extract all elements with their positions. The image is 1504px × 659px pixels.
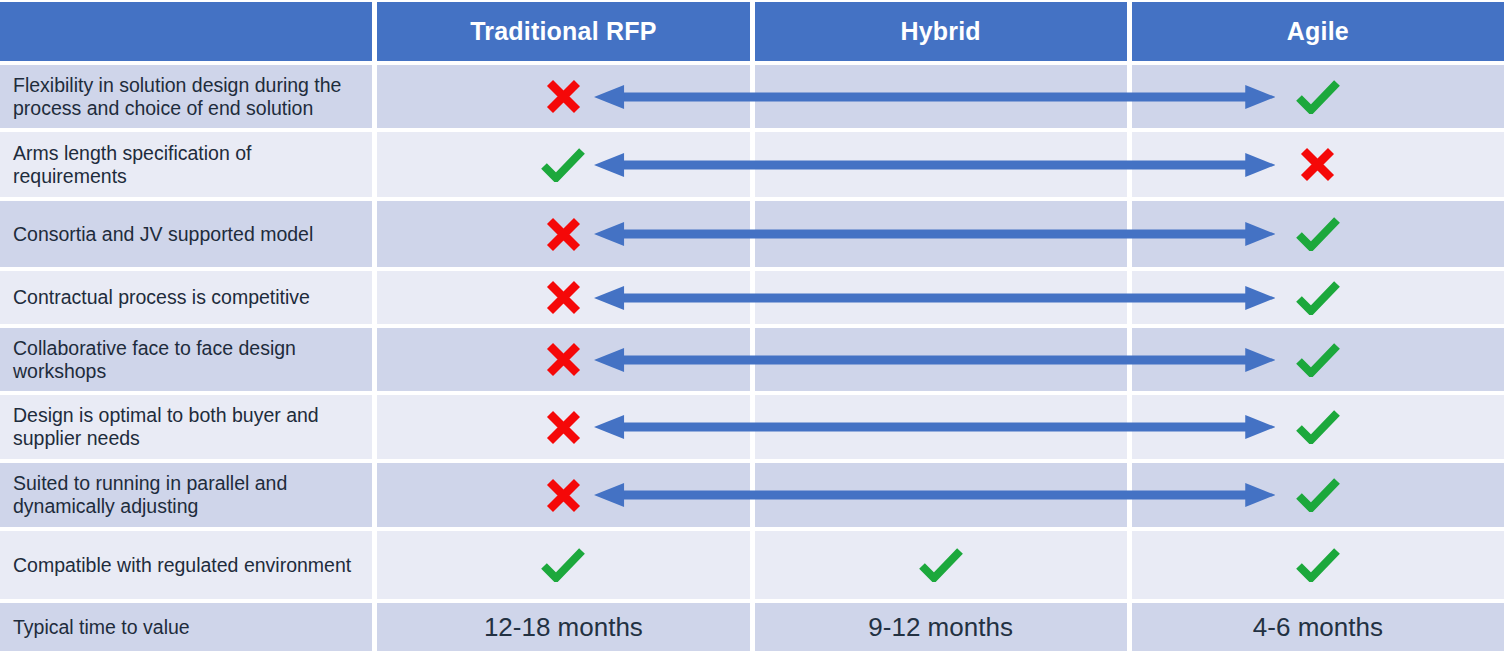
table-row: Typical time to value 12-18 months 9-12 mo… (0, 603, 1504, 651)
cross-icon (545, 217, 582, 252)
row-label-text: Typical time to value (13, 616, 190, 639)
row-label: Typical time to value (0, 603, 372, 651)
agile-cell (1132, 328, 1504, 391)
check-icon (540, 148, 586, 182)
traditional-cell (377, 132, 749, 197)
row-label: Consortia and JV supported model (0, 201, 372, 267)
cross-icon (545, 280, 582, 315)
check-icon (1295, 80, 1341, 114)
header-cell-empty (0, 2, 372, 61)
traditional-cell (377, 271, 749, 324)
agile-cell (1132, 463, 1504, 527)
agile-cell (1132, 395, 1504, 459)
row-label-text: Collaborative face to face design worksh… (13, 337, 354, 383)
agile-cell (1132, 271, 1504, 324)
hybrid-cell (755, 328, 1127, 391)
row-label: Compatible with regulated environment (0, 531, 372, 599)
cross-icon (545, 342, 582, 377)
check-icon (918, 548, 964, 582)
traditional-cell (377, 463, 749, 527)
traditional-cell (377, 395, 749, 459)
header-cell-traditional: Traditional RFP (377, 2, 749, 61)
header-cell-hybrid: Hybrid (755, 2, 1127, 61)
row-label: Contractual process is competitive (0, 271, 372, 324)
traditional-cell (377, 328, 749, 391)
hybrid-cell (755, 463, 1127, 527)
traditional-cell: 12-18 months (377, 603, 749, 651)
row-label-text: Compatible with regulated environment (13, 554, 351, 577)
cross-icon (1299, 147, 1336, 182)
hybrid-cell (755, 271, 1127, 324)
check-icon (1295, 548, 1341, 582)
table-header: Traditional RFP Hybrid Agile (0, 2, 1504, 61)
row-label-text: Suited to running in parallel and dynami… (13, 472, 354, 518)
traditional-cell (377, 201, 749, 267)
row-label: Design is optimal to both buyer and supp… (0, 395, 372, 459)
row-label-text: Arms length specification of requirement… (13, 142, 354, 188)
comparison-table: Traditional RFP Hybrid Agile Flexibility… (0, 0, 1504, 659)
table-row: Flexibility in solution design during th… (0, 65, 1504, 128)
hybrid-cell: 9-12 months (755, 603, 1127, 651)
agile-cell (1132, 531, 1504, 599)
row-label: Arms length specification of requirement… (0, 132, 372, 197)
hybrid-cell (755, 531, 1127, 599)
table-row: Arms length specification of requirement… (0, 132, 1504, 197)
check-icon (1295, 478, 1341, 512)
table-row: Suited to running in parallel and dynami… (0, 463, 1504, 527)
time-value: 4-6 months (1253, 612, 1383, 643)
table-row: Contractual process is competitive (0, 271, 1504, 324)
cross-icon (545, 478, 582, 513)
row-label-text: Contractual process is competitive (13, 286, 310, 309)
row-label: Suited to running in parallel and dynami… (0, 463, 372, 527)
cross-icon (545, 79, 582, 114)
check-icon (1295, 410, 1341, 444)
agile-cell (1132, 201, 1504, 267)
time-value: 9-12 months (868, 612, 1013, 643)
table-row: Collaborative face to face design worksh… (0, 328, 1504, 391)
hybrid-cell (755, 132, 1127, 197)
check-icon (1295, 343, 1341, 377)
hybrid-cell (755, 201, 1127, 267)
cross-icon (545, 410, 582, 445)
table-body: Flexibility in solution design during th… (0, 65, 1504, 651)
hybrid-cell (755, 395, 1127, 459)
row-label-text: Flexibility in solution design during th… (13, 74, 354, 120)
agile-cell: 4-6 months (1132, 603, 1504, 651)
table-row: Design is optimal to both buyer and supp… (0, 395, 1504, 459)
check-icon (1295, 217, 1341, 251)
traditional-cell (377, 531, 749, 599)
time-value: 12-18 months (484, 612, 643, 643)
hybrid-cell (755, 65, 1127, 128)
agile-cell (1132, 132, 1504, 197)
check-icon (1295, 281, 1341, 315)
agile-cell (1132, 65, 1504, 128)
header-cell-agile: Agile (1132, 2, 1504, 61)
check-icon (540, 548, 586, 582)
row-label-text: Consortia and JV supported model (13, 223, 313, 246)
table-row: Consortia and JV supported model (0, 201, 1504, 267)
row-label-text: Design is optimal to both buyer and supp… (13, 404, 354, 450)
traditional-cell (377, 65, 749, 128)
row-label: Collaborative face to face design worksh… (0, 328, 372, 391)
table-row: Compatible with regulated environment (0, 531, 1504, 599)
row-label: Flexibility in solution design during th… (0, 65, 372, 128)
